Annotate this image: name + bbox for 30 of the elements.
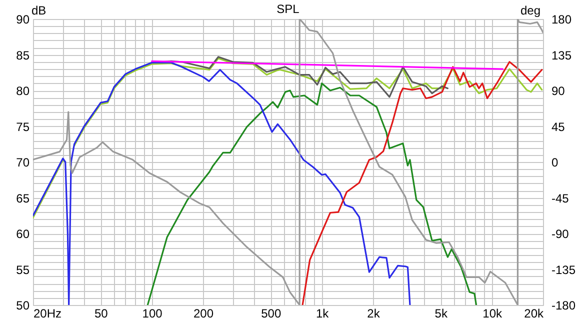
- y-axis-title: dB: [32, 4, 46, 18]
- x-tick-label: 10k: [482, 306, 503, 320]
- y2-axis-title: deg: [520, 4, 540, 18]
- x-tick-label: 1k: [316, 306, 330, 320]
- y-tick-label: 55: [16, 262, 30, 277]
- y-tick-label: 60: [16, 227, 30, 241]
- y-tick-label: 90: [16, 12, 30, 26]
- y2-tick-label: -90: [552, 227, 570, 241]
- y2-tick-label: 0: [552, 156, 558, 170]
- x-tick-label: 50: [94, 306, 108, 320]
- x-tick-label: 5k: [434, 306, 448, 320]
- x-tick-label: 20k: [524, 306, 544, 320]
- y-tick-label: 75: [16, 120, 30, 134]
- y2-tick-label: 45: [552, 120, 566, 134]
- y-tick-label: 80: [16, 84, 30, 98]
- y2-tick-label: -135: [552, 262, 576, 277]
- x-tick-label: 2k: [367, 306, 381, 320]
- y2-tick-label: -45: [552, 191, 570, 206]
- y-tick-label: 70: [16, 156, 30, 170]
- x-tick-label: 200: [193, 306, 214, 320]
- y-tick-label: 65: [16, 191, 30, 206]
- x-tick-label: 500: [261, 306, 282, 320]
- x-tick-label: 100: [142, 306, 163, 320]
- y2-tick-label: 90: [552, 84, 566, 98]
- y2-tick-label: 180: [552, 12, 572, 26]
- y2-tick-label: -180: [552, 298, 576, 312]
- x-tick-label: 20Hz: [34, 306, 62, 320]
- chart-title: SPL: [276, 2, 300, 16]
- y-tick-label: 85: [16, 48, 30, 62]
- y2-tick-label: 135: [552, 48, 572, 62]
